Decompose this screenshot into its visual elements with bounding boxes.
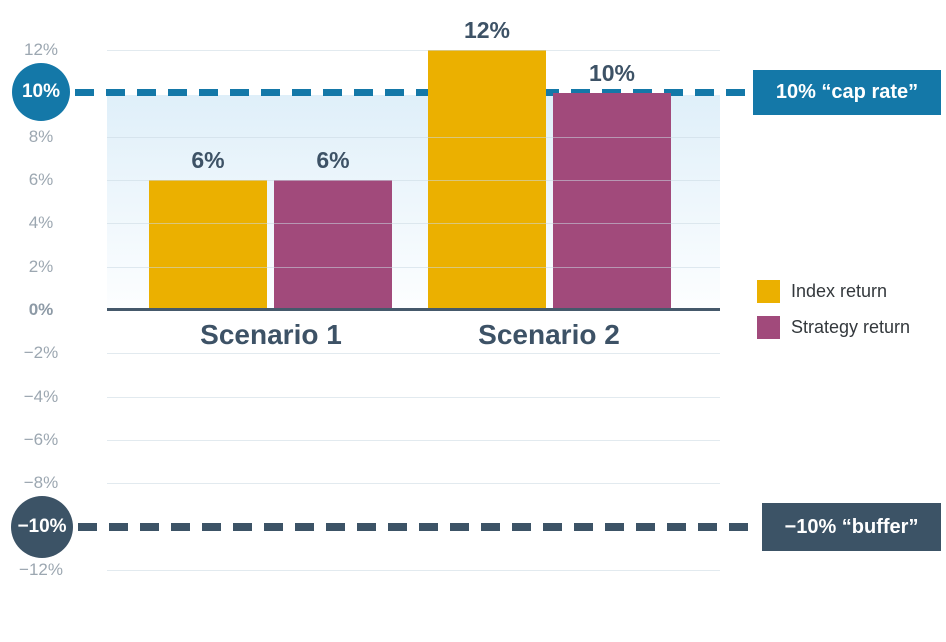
- legend: Index return Strategy return: [757, 280, 910, 352]
- gridline--8: [107, 483, 720, 484]
- y-tick-label-2: 2%: [28, 257, 54, 276]
- buffer-callout-text: −10% “buffer”: [784, 515, 919, 538]
- strategy-return-legend-label: Strategy return: [791, 317, 911, 337]
- buffer-dashed-line: [78, 523, 760, 531]
- cap-rate-callout: 10% “cap rate”: [753, 70, 941, 115]
- category-label-2: Scenario 2: [478, 319, 620, 350]
- bar-value-label: 6%: [316, 147, 350, 173]
- gridline-12: [107, 50, 720, 51]
- y-tick-label-12: 12%: [23, 40, 59, 59]
- gridline--4: [107, 397, 720, 398]
- buffer-callout: −10% “buffer”: [762, 503, 941, 551]
- gridline--6: [107, 440, 720, 441]
- bar-value-label: 12%: [463, 17, 511, 43]
- y-tick-label--4: −4%: [23, 387, 59, 406]
- y-tick-label--8: −8%: [23, 473, 59, 492]
- legend-item-index-return: Index return: [757, 280, 910, 303]
- y-tick-label--2: −2%: [23, 343, 59, 362]
- cap-rate-callout-text: 10% “cap rate”: [775, 81, 919, 103]
- cap-rate-badge-text: 10%: [21, 81, 61, 102]
- buffer-badge: −10%: [11, 496, 73, 558]
- legend-item-strategy-return: Strategy return: [757, 316, 910, 339]
- gridline-4: [107, 223, 720, 224]
- buffer-badge-text: −10%: [17, 516, 67, 537]
- x-axis-line: [107, 308, 720, 311]
- y-tick-label-4: 4%: [28, 213, 54, 232]
- strategy-return-swatch: [757, 316, 780, 339]
- gridline--2: [107, 353, 720, 354]
- gridline-8: [107, 137, 720, 138]
- y-tick-label--12: −12%: [19, 560, 63, 579]
- gridline--12: [107, 570, 720, 571]
- bar-strategy-return-2: [553, 93, 671, 310]
- bar-value-label: 10%: [588, 60, 636, 86]
- index-return-legend-label: Index return: [791, 281, 888, 301]
- bar-index-return-1: [149, 180, 267, 310]
- gridline-2: [107, 267, 720, 268]
- y-tick-label-0: 0%: [28, 300, 54, 319]
- index-return-swatch: [757, 280, 780, 303]
- bar-strategy-return-1: [274, 180, 392, 310]
- bar-value-label: 6%: [191, 147, 225, 173]
- y-tick-label-6: 6%: [28, 170, 54, 189]
- y-tick-label--6: −6%: [23, 430, 59, 449]
- cap-rate-dashed-line: [75, 89, 751, 96]
- category-label-1: Scenario 1: [200, 319, 342, 350]
- y-tick-label-8: 8%: [28, 127, 54, 146]
- cap-rate-badge: 10%: [12, 63, 70, 121]
- gridline-6: [107, 180, 720, 181]
